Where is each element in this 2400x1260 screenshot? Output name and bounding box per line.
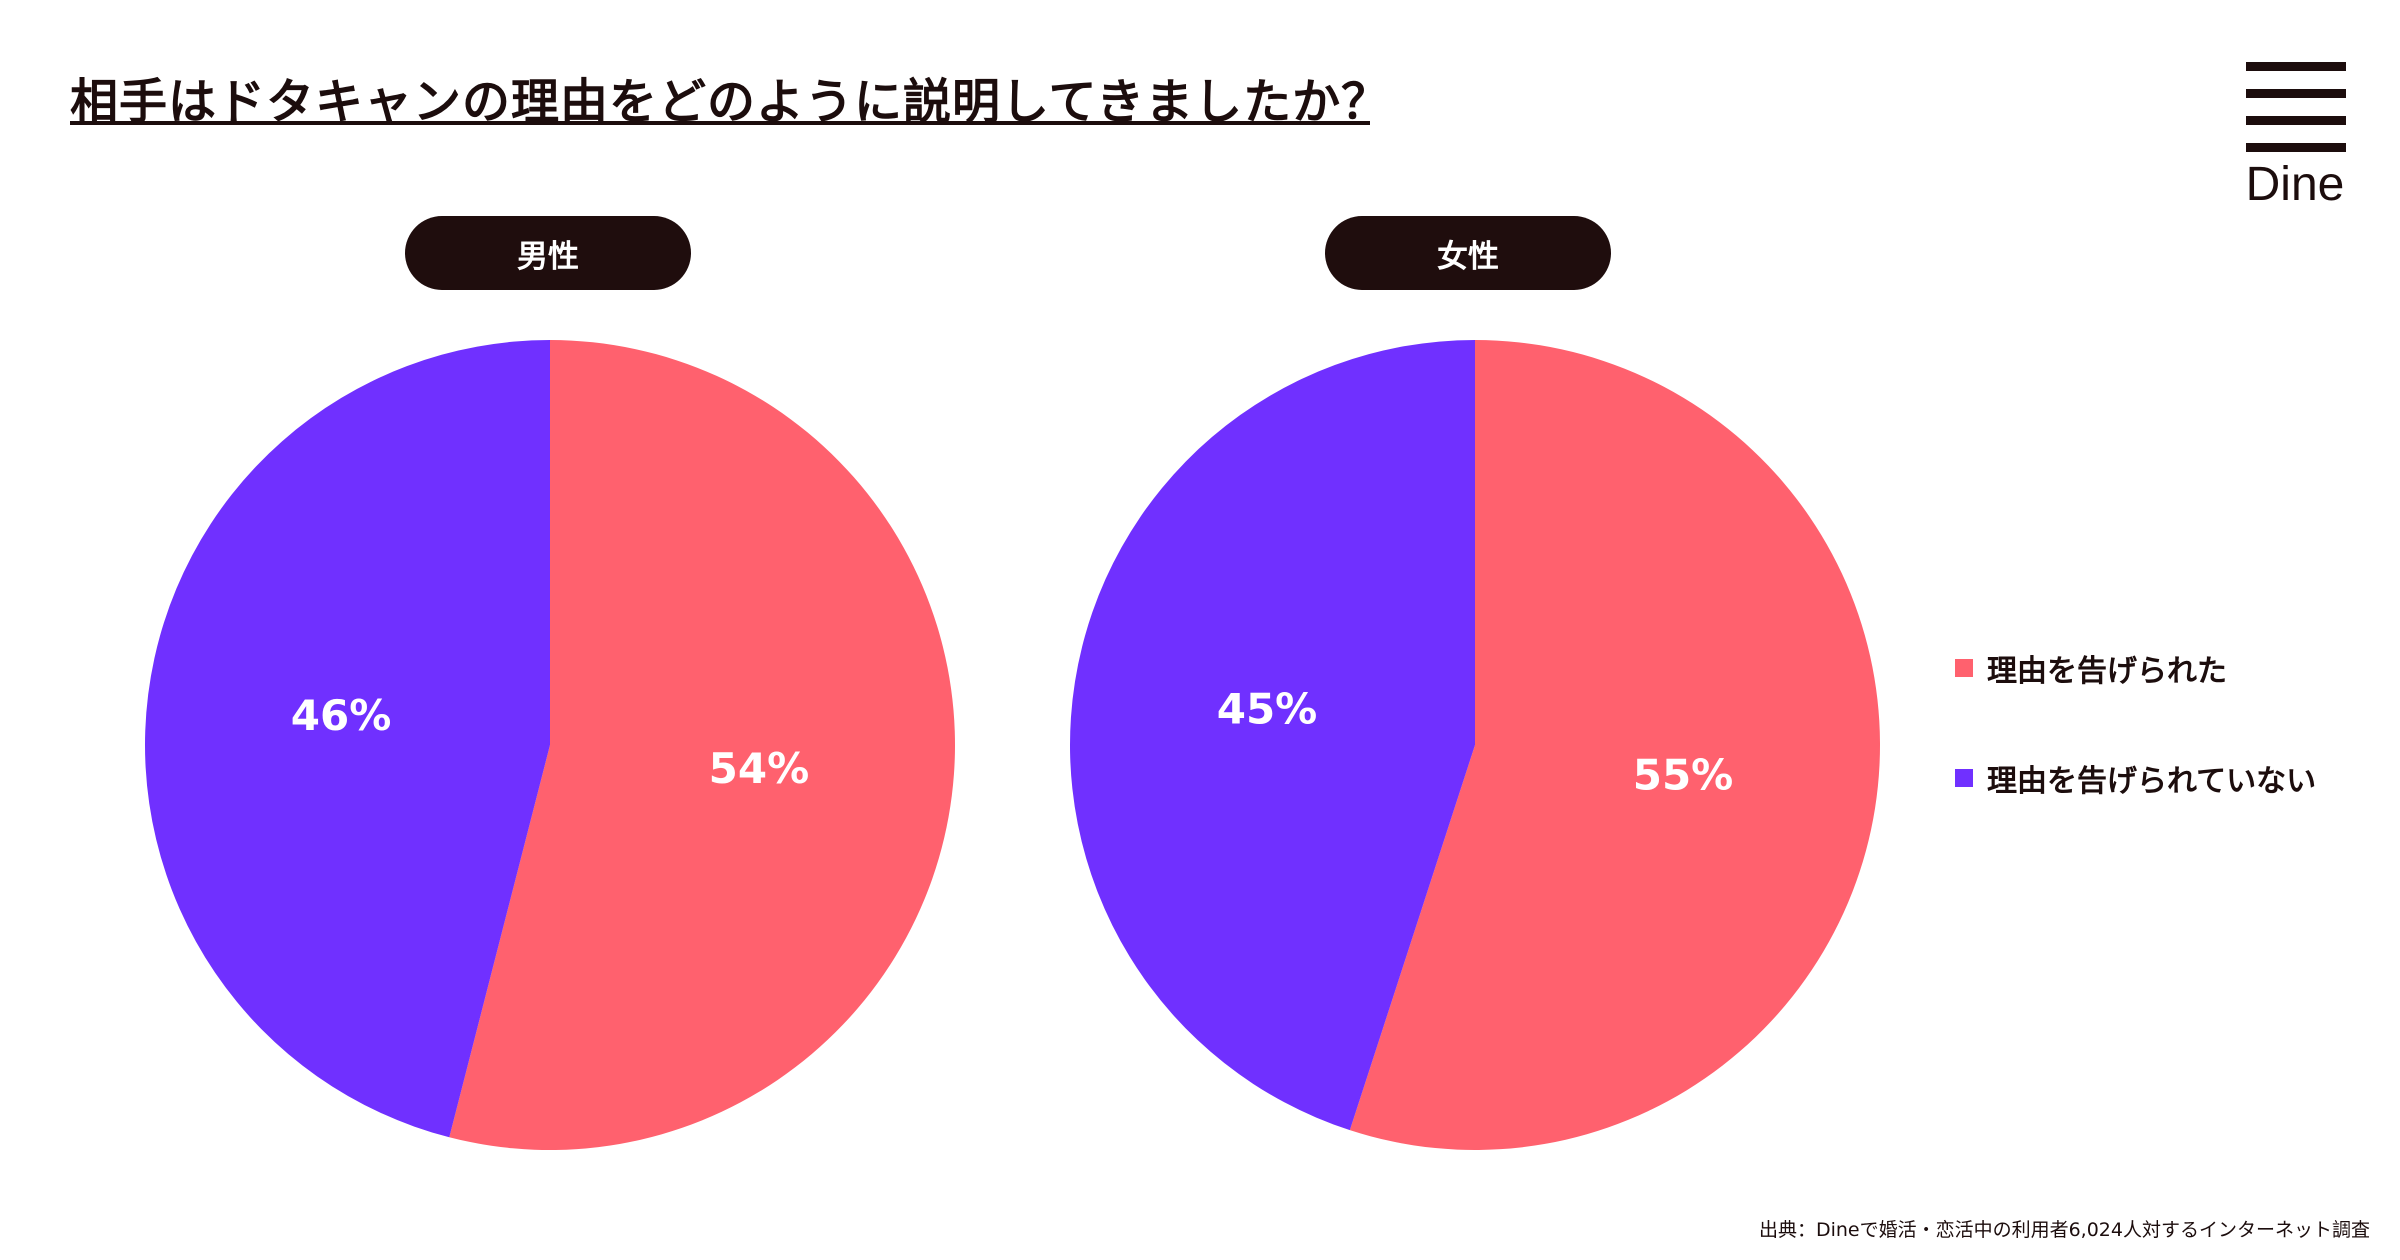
logo-bar <box>2246 116 2346 125</box>
pie-slice-female-not-told <box>1070 340 1475 1131</box>
pie-label-male-told: 54% <box>709 744 810 793</box>
legend-item-told: 理由を告げられた <box>1955 648 2227 689</box>
page-title: 相手はドタキャンの理由をどのように説明してきましたか？ <box>70 74 1391 130</box>
pie-label-female-not-told: 45% <box>1217 685 1318 734</box>
logo-bar <box>2246 89 2346 98</box>
pie-slice-male-not-told <box>145 340 550 1138</box>
legend-swatch-told <box>1955 659 1973 677</box>
logo-bar <box>2246 62 2346 71</box>
chart-title-female: 女性 <box>1325 216 1611 290</box>
legend-label-told: 理由を告げられた <box>1987 654 2227 689</box>
legend-swatch-not-told <box>1955 769 1973 787</box>
legend-item-not-told: 理由を告げられていない <box>1955 758 2317 799</box>
logo-bar <box>2246 143 2346 152</box>
pie-label-male-not-told: 46% <box>291 691 392 740</box>
pie-label-female-told: 55% <box>1633 750 1734 799</box>
chart-title-male: 男性 <box>405 216 691 290</box>
pie-slice-female-told <box>1349 340 1881 1150</box>
pie-slice-male-told <box>449 340 956 1150</box>
dine-logo: Dine <box>2240 62 2350 212</box>
title-underline <box>70 121 1370 125</box>
legend-label-not-told: 理由を告げられていない <box>1987 764 2317 799</box>
logo-text: Dine <box>2245 158 2345 211</box>
source-note: 出典：Dineで婚活・恋活中の利用者6,024人対するインターネット調査 <box>1758 1219 2370 1241</box>
